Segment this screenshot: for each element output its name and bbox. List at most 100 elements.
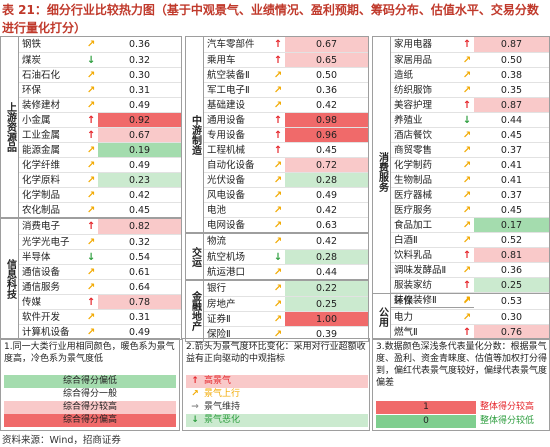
row-label: 服装家纺 — [394, 280, 433, 291]
arrow-up-right-icon: ↗ — [86, 267, 96, 278]
legend-color-item: 综合得分较高 — [4, 401, 176, 414]
arrow-up-right-icon: ↗ — [86, 100, 96, 111]
legend-color-label: 综合得分较高 — [62, 402, 117, 412]
score-cell: 0.41 — [473, 173, 549, 187]
row-label: 食品加工 — [394, 220, 433, 231]
legend-arrow-item: → 景气维持 — [186, 401, 368, 414]
arrow-up-right-icon: ↗ — [462, 312, 472, 323]
arrow-up-right-icon: ↗ — [273, 160, 283, 171]
row-label: 化学制药 — [394, 160, 433, 171]
arrow-up-right-icon: ↗ — [273, 299, 283, 310]
row-label: 能源金属 — [22, 145, 61, 156]
arrow-right-icon: → — [191, 402, 199, 412]
score-cell: 0.41 — [473, 158, 549, 172]
table-row: 化学制品 ↗ 0.42 — [19, 187, 181, 202]
row-label: 石油石化 — [22, 70, 61, 81]
row-label: 化学制品 — [22, 190, 61, 201]
table-row: 航空装备Ⅱ ↗ 0.50 — [204, 67, 368, 82]
row-label: 家居用品 — [394, 55, 433, 66]
table-row: 保险Ⅱ ↗ 0.39 — [204, 326, 368, 341]
arrow-up-right-icon: ↗ — [273, 70, 283, 81]
arrow-up-right-icon: ↗ — [86, 70, 96, 81]
score-cell: 0.36 — [285, 83, 368, 97]
legend-box-score: 3.数据颜色深浅条代表量化分数：根据景气度、盈利、资金青睐度、估值等加权打分得到… — [372, 338, 550, 431]
score-cell: 0.72 — [285, 158, 368, 172]
score-cell: 0.28 — [285, 173, 368, 187]
row-label: 装修装修Ⅱ — [394, 295, 437, 306]
score-cell: 0.32 — [98, 53, 181, 67]
score-cell: 0.39 — [285, 327, 368, 341]
table-row: 电池 ↗ 0.42 — [204, 202, 368, 217]
arrow-up-right-icon: ↗ — [273, 283, 283, 294]
table-row: 调味发酵品Ⅱ ↗ 0.36 — [391, 262, 549, 277]
table-row: 专用设备 ↑ 0.96 — [204, 127, 368, 142]
group-mid: 中游制造 汽车零部件 ↑ 0.67 乘用车 ↑ 0.65 航空装备Ⅱ ↗ 0.50 军工电子Ⅱ ↗ 0.… — [185, 36, 369, 233]
score-cell: 0.42 — [285, 203, 368, 217]
table-row: 环保 ↗ 0.31 — [19, 82, 181, 97]
row-label: 钢铁 — [22, 39, 42, 50]
table-row: 航空机场 ↓ 0.28 — [204, 249, 368, 264]
row-label: 通信设备 — [22, 267, 61, 278]
arrow-up-icon: ↑ — [273, 115, 283, 126]
legend-box2-title: 2.箭头为景气度环比变化：采用对行业超额收益有正向驱动的中观指标 — [186, 342, 366, 364]
row-label: 工程机械 — [207, 145, 246, 156]
row-label: 通用设备 — [207, 115, 246, 126]
table-row: 医疗服务 ↗ 0.45 — [391, 202, 549, 217]
arrow-up-icon: ↑ — [86, 221, 96, 232]
table-title: 表 21：细分行业比较热力图（基于中观景气、业绩情况、盈利预期、筹码分布、估值水… — [2, 3, 539, 35]
row-label: 航空装备Ⅱ — [207, 70, 250, 81]
table-row: 钢铁 ↗ 0.36 — [19, 37, 181, 52]
group-consumer: 消费服务 家用电器 ↑ 0.87 家居用品 ↗ 0.50 造纸 ↗ 0.38 纺织服饰 ↗ 0.35 美容… — [372, 36, 550, 308]
arrow-up-right-icon: ↗ — [462, 55, 472, 66]
table-row: 房地产 ↗ 0.25 — [204, 296, 368, 311]
legend-arrow-label: 景气维持 — [204, 402, 241, 412]
group-label-consumer: 消费服务 — [373, 37, 391, 307]
table-row: 家用电器 ↑ 0.87 — [391, 37, 549, 52]
legend-score-label: 整体得分较高 — [480, 402, 535, 412]
row-label: 物流 — [207, 236, 227, 247]
arrow-up-right-icon: ↗ — [462, 265, 472, 276]
row-label: 银行 — [207, 283, 227, 294]
legend-score-item: 0 整体得分较低 — [376, 415, 548, 428]
row-label: 装修建材 — [22, 100, 61, 111]
table-row: 乘用车 ↑ 0.65 — [204, 52, 368, 67]
arrow-up-right-icon: ↗ — [462, 175, 472, 186]
arrow-up-right-icon: ↗ — [86, 175, 96, 186]
score-cell: 0.76 — [473, 325, 549, 339]
score-cell: 0.78 — [98, 295, 181, 309]
row-label: 电力 — [394, 312, 414, 323]
table-row: 光伏设备 ↗ 0.28 — [204, 172, 368, 187]
row-label: 专用设备 — [207, 130, 246, 141]
score-cell: 0.81 — [473, 248, 549, 262]
score-cell: 0.49 — [98, 158, 181, 172]
arrow-up-icon: ↑ — [86, 130, 96, 141]
score-cell: 1.00 — [285, 312, 368, 326]
source-note: 资料来源：Wind，招商证券 — [2, 435, 121, 446]
arrow-up-icon: ↑ — [273, 130, 283, 141]
table-row: 医疗器械 ↗ 0.37 — [391, 187, 549, 202]
arrow-up-right-icon: ↗ — [273, 329, 283, 340]
table-row: 软件开发 ↗ 0.31 — [19, 309, 181, 324]
group-label-tech: 信息科技 — [1, 219, 19, 339]
score-cell: 0.45 — [473, 203, 549, 217]
table-row: 光学光电子 ↗ 0.32 — [19, 234, 181, 249]
row-label: 纺织服饰 — [394, 85, 433, 96]
table-row: 能源金属 ↗ 0.19 — [19, 142, 181, 157]
score-cell: 0.44 — [285, 265, 368, 279]
row-label: 化学纤维 — [22, 160, 61, 171]
row-label: 白酒Ⅱ — [394, 235, 418, 246]
row-label: 保险Ⅱ — [207, 329, 231, 340]
score-cell: 0.30 — [98, 68, 181, 82]
row-label: 基础建设 — [207, 100, 246, 111]
arrow-up-right-icon: ↗ — [462, 160, 472, 171]
score-cell: 0.54 — [98, 250, 181, 264]
group-label-finance: 金融地产 — [186, 281, 204, 341]
row-label: 乘用车 — [207, 55, 236, 66]
arrow-up-right-icon: ↗ — [462, 295, 472, 306]
legend-swatch: 综合得分较高 — [4, 401, 176, 414]
table-row: 通信服务 ↗ 0.64 — [19, 279, 181, 294]
score-cell: 0.42 — [285, 234, 368, 249]
score-cell: 0.23 — [98, 173, 181, 187]
row-label: 证券Ⅱ — [207, 314, 231, 325]
arrow-up-right-icon: ↗ — [462, 205, 472, 216]
